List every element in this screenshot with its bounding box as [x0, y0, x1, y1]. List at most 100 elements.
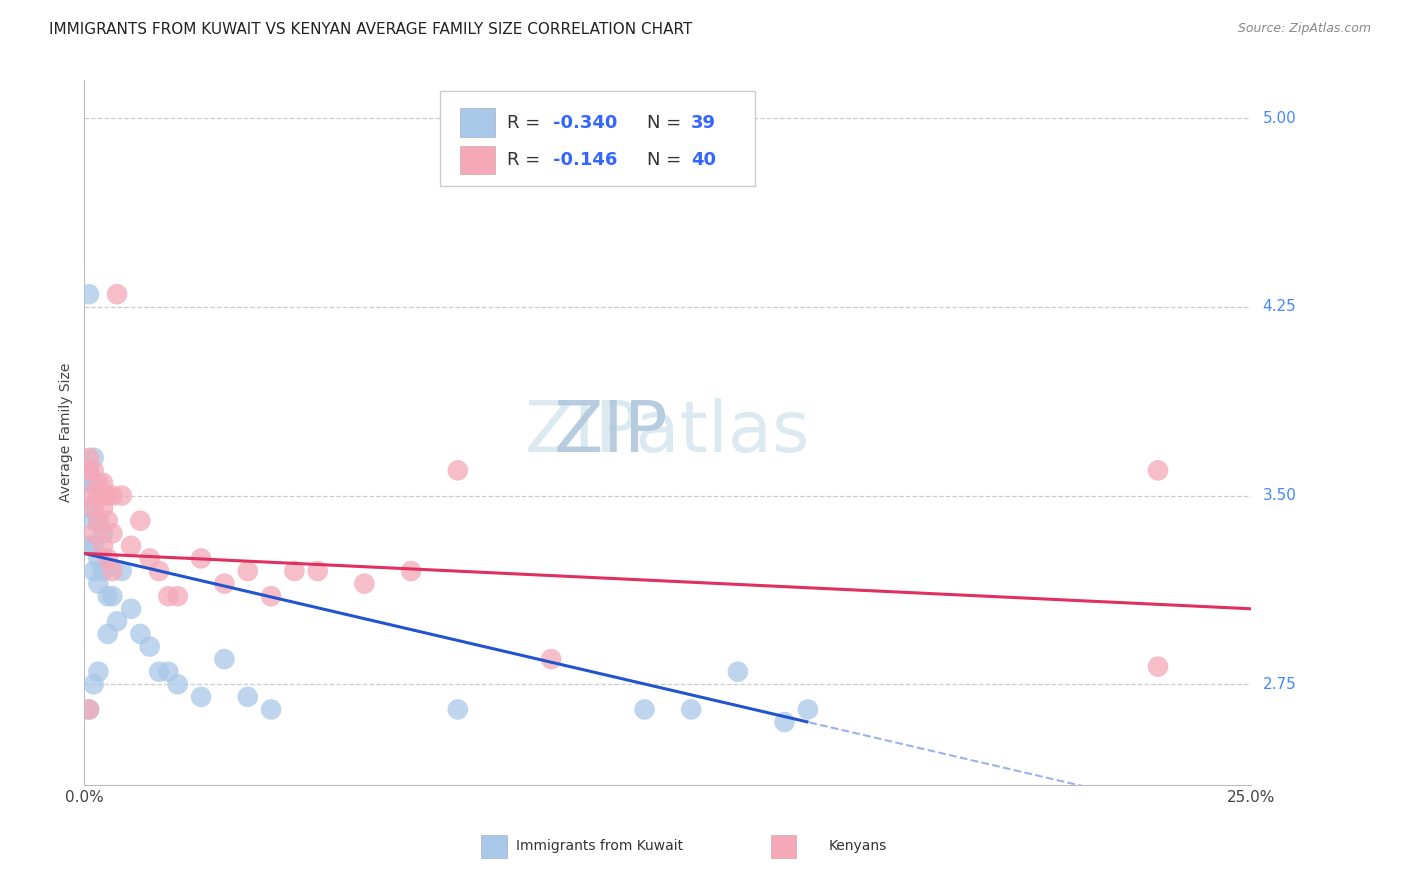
Point [91, 501, 114, 516]
Point [83, 514, 105, 528]
Point [87, 665, 110, 679]
Point [214, 652, 236, 666]
Point [260, 589, 283, 603]
Point [166, 589, 188, 603]
FancyBboxPatch shape [460, 109, 495, 136]
Point [353, 576, 375, 591]
Text: Kenyans: Kenyans [830, 839, 887, 854]
Point [447, 702, 470, 716]
Point [83, 564, 105, 578]
Point [283, 564, 305, 578]
Point [148, 564, 170, 578]
Point [157, 665, 180, 679]
Point [83, 677, 105, 691]
Point [91, 475, 114, 490]
Point [87, 551, 110, 566]
Point [111, 564, 134, 578]
Point [83, 463, 105, 477]
Text: -0.146: -0.146 [554, 151, 617, 169]
Text: 3.50: 3.50 [1263, 488, 1296, 503]
Point [77, 489, 100, 503]
Point [91, 526, 114, 541]
Point [83, 501, 105, 516]
Point [97, 514, 120, 528]
Point [87, 514, 110, 528]
Point [77, 539, 100, 553]
Point [148, 665, 170, 679]
Point [797, 702, 820, 716]
Point [157, 589, 180, 603]
Text: IMMIGRANTS FROM KUWAIT VS KENYAN AVERAGE FAMILY SIZE CORRELATION CHART: IMMIGRANTS FROM KUWAIT VS KENYAN AVERAGE… [49, 22, 693, 37]
Point [111, 489, 134, 503]
Text: R =: R = [506, 151, 546, 169]
Point [399, 564, 422, 578]
Point [190, 551, 212, 566]
Point [120, 539, 142, 553]
FancyBboxPatch shape [460, 145, 495, 174]
Point [87, 475, 110, 490]
Point [236, 690, 259, 704]
Point [681, 702, 703, 716]
Point [260, 702, 283, 716]
Point [214, 576, 236, 591]
Point [91, 564, 114, 578]
Point [91, 489, 114, 503]
Point [97, 589, 120, 603]
Text: 40: 40 [692, 151, 716, 169]
Y-axis label: Average Family Size: Average Family Size [59, 363, 73, 502]
Point [97, 627, 120, 641]
Point [236, 564, 259, 578]
Point [727, 665, 749, 679]
Point [138, 640, 160, 654]
Point [83, 475, 105, 490]
Point [1147, 463, 1170, 477]
Point [77, 702, 100, 716]
Point [101, 564, 124, 578]
Point [91, 539, 114, 553]
Text: ZIP: ZIP [554, 398, 668, 467]
FancyBboxPatch shape [481, 835, 506, 857]
Text: 5.00: 5.00 [1263, 111, 1296, 126]
Point [129, 514, 152, 528]
Point [447, 463, 470, 477]
Point [773, 714, 796, 729]
Text: N =: N = [647, 113, 688, 131]
Point [83, 526, 105, 541]
Point [87, 576, 110, 591]
Text: 2.75: 2.75 [1263, 677, 1296, 692]
Point [166, 677, 188, 691]
Point [633, 702, 655, 716]
Point [101, 526, 124, 541]
Text: 4.25: 4.25 [1263, 300, 1296, 314]
Point [77, 501, 100, 516]
Text: R =: R = [506, 113, 546, 131]
Point [540, 652, 562, 666]
Point [190, 690, 212, 704]
Point [83, 539, 105, 553]
Point [138, 551, 160, 566]
FancyBboxPatch shape [770, 835, 796, 857]
Point [129, 627, 152, 641]
Point [77, 463, 100, 477]
Point [77, 702, 100, 716]
Point [120, 602, 142, 616]
Point [83, 450, 105, 465]
Point [101, 589, 124, 603]
Point [77, 463, 100, 477]
Text: Source: ZipAtlas.com: Source: ZipAtlas.com [1237, 22, 1371, 36]
Point [101, 489, 124, 503]
Point [77, 287, 100, 301]
Point [1147, 659, 1170, 673]
Point [77, 475, 100, 490]
FancyBboxPatch shape [440, 91, 755, 186]
Text: ZIPatlas: ZIPatlas [524, 398, 811, 467]
Point [87, 514, 110, 528]
Point [97, 551, 120, 566]
Text: N =: N = [647, 151, 688, 169]
Point [307, 564, 329, 578]
Point [105, 615, 128, 629]
Text: -0.340: -0.340 [554, 113, 617, 131]
Text: 39: 39 [692, 113, 716, 131]
Point [105, 287, 128, 301]
Point [97, 489, 120, 503]
